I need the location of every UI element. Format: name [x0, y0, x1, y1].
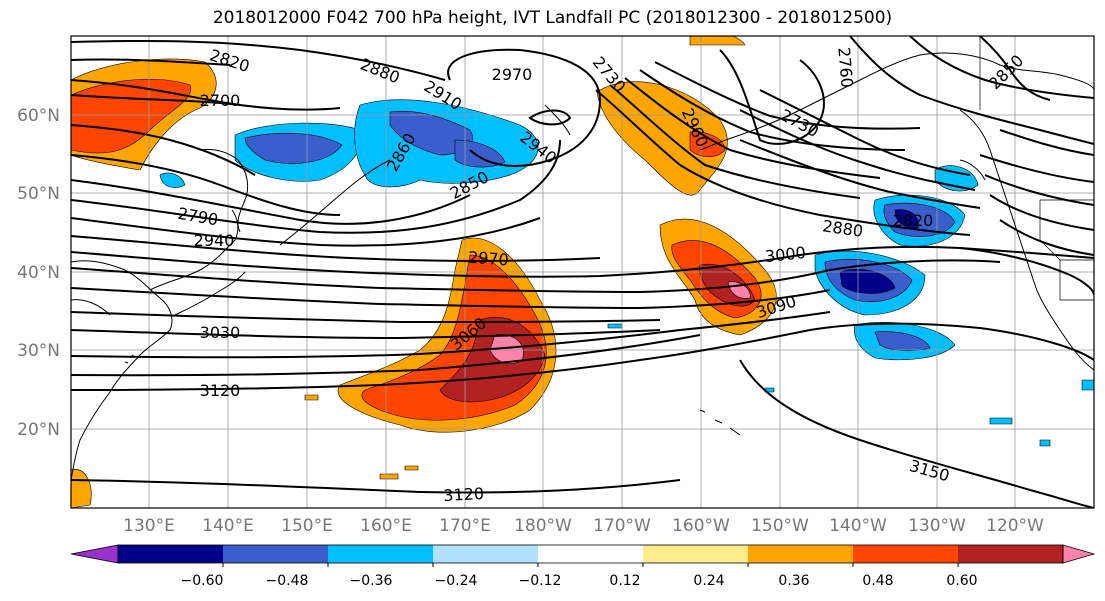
- lat-label: 40°N: [17, 263, 60, 283]
- colorbar-tick-label: −0.36: [350, 573, 393, 589]
- lon-label: 150°E: [281, 516, 333, 536]
- lon-label: 180°W: [514, 516, 572, 536]
- lon-label: 130°E: [123, 516, 175, 536]
- colorbar-tick-label: 0.24: [693, 573, 724, 589]
- colorbar-tick-labels: −0.60 −0.48 −0.36 −0.24 −0.12 0.12 0.24 …: [181, 573, 978, 589]
- colorbar-segment: [748, 545, 854, 563]
- contour-label: 3000: [764, 243, 806, 266]
- colorbar-segment: [853, 545, 959, 563]
- contour-label: 2940: [194, 231, 235, 250]
- colorbar-segment: [958, 545, 1064, 563]
- colorbar-tick-label: −0.60: [181, 573, 224, 589]
- lat-label: 20°N: [17, 420, 60, 440]
- contour-label: 2760: [834, 46, 856, 88]
- colorbar-tick-label: 0.36: [778, 573, 809, 589]
- colorbar-tick-label: 0.48: [862, 573, 893, 589]
- colorbar-segment: [118, 545, 224, 563]
- lon-label: 130°W: [908, 516, 966, 536]
- latitude-labels: 60°N 50°N 40°N 30°N 20°N: [17, 106, 60, 440]
- longitude-labels: 130°E 140°E 150°E 160°E 170°E 180°W 170°…: [123, 516, 1044, 536]
- lon-label: 170°E: [439, 516, 491, 536]
- contour-label: 3120: [443, 484, 485, 505]
- colorbar-segment: [223, 545, 329, 563]
- contour-label: 2970: [492, 65, 533, 84]
- lat-label: 30°N: [17, 341, 60, 361]
- map-area: 2820 2700 2880 2910 2970 2730 2760 2850 …: [71, 36, 1094, 508]
- figure-title: 2018012000 F042 700 hPa height, IVT Land…: [212, 8, 893, 28]
- colorbar-extend-high: [1062, 544, 1096, 564]
- colorbar-segment: [538, 545, 644, 563]
- contour-label: 2970: [467, 248, 509, 270]
- colorbar-tick-label: 0.12: [609, 573, 640, 589]
- lat-label: 60°N: [17, 106, 60, 126]
- contour-label: 2700: [200, 91, 241, 110]
- colorbar-tick-label: −0.12: [519, 573, 562, 589]
- contour-label: 3030: [200, 323, 241, 342]
- ivt-negative-anomaly: [159, 99, 1094, 447]
- height-contours: [71, 36, 1094, 508]
- colorbar-extend-low: [70, 544, 119, 564]
- colorbar-segment: [433, 545, 539, 563]
- map-frame: [70, 35, 1095, 509]
- colorbar-segment: [328, 545, 434, 563]
- lon-label: 140°W: [829, 516, 887, 536]
- lon-label: 160°W: [672, 516, 730, 536]
- colorbar-tick-label: −0.24: [435, 573, 478, 589]
- colorbar: [70, 544, 1096, 567]
- lat-label: 50°N: [17, 184, 60, 204]
- colorbar-segment: [643, 545, 749, 563]
- colorbar-tick-label: −0.48: [266, 573, 309, 589]
- lon-label: 120°W: [986, 516, 1044, 536]
- lon-label: 150°W: [751, 516, 809, 536]
- colorbar-frame: [117, 544, 1064, 564]
- lon-label: 160°E: [360, 516, 412, 536]
- lon-label: 170°W: [593, 516, 651, 536]
- lon-label: 140°E: [202, 516, 254, 536]
- contour-label: 3120: [200, 381, 241, 400]
- contour-label: 2820: [893, 211, 934, 230]
- colorbar-tick-label: 0.60: [946, 573, 977, 589]
